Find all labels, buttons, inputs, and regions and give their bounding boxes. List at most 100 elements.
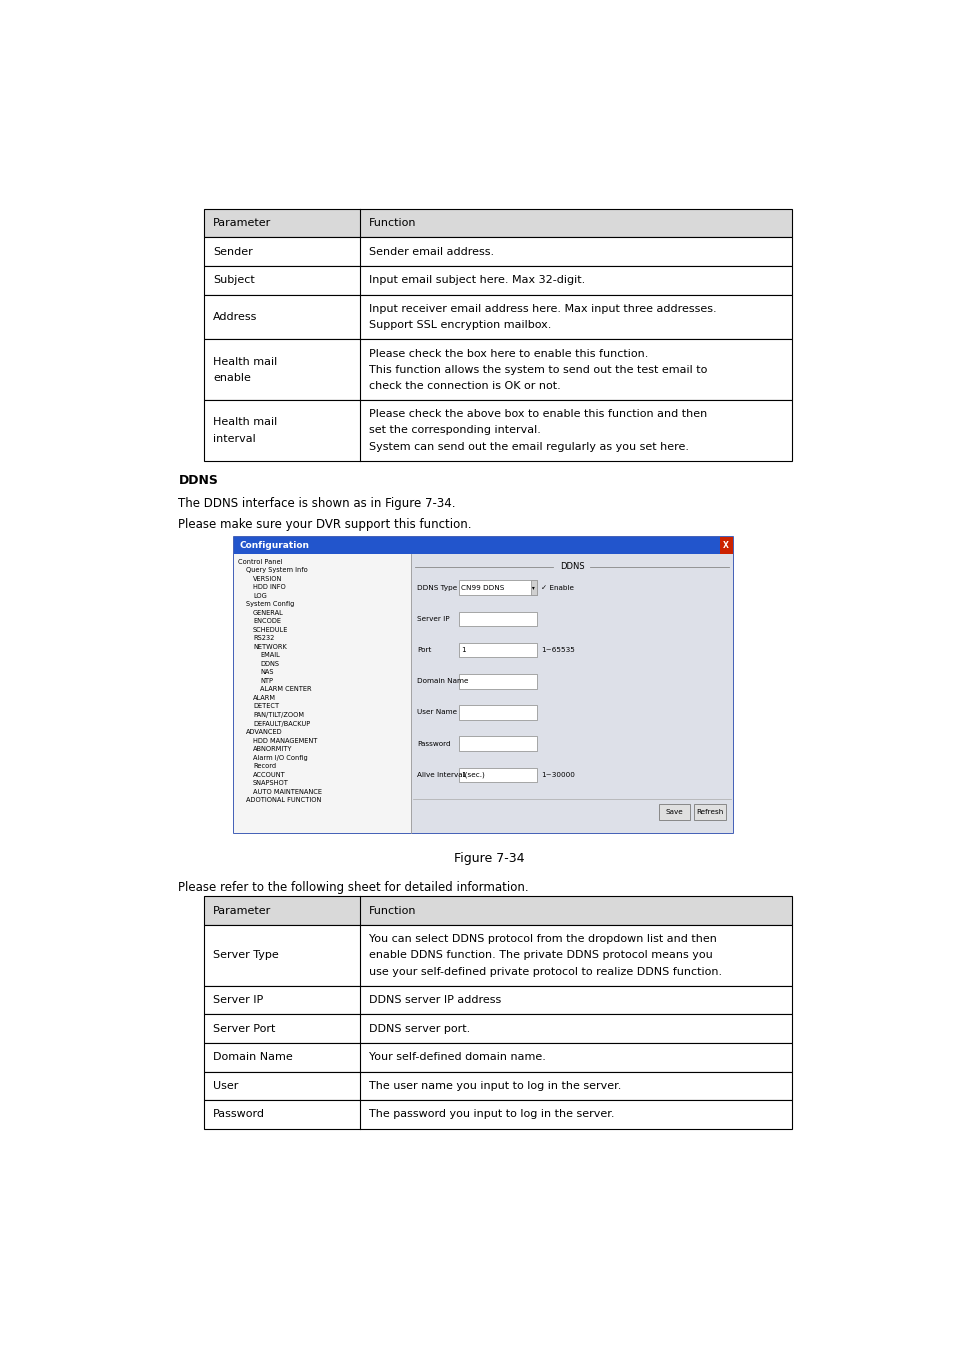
Bar — [204, 339, 791, 400]
Text: enable: enable — [213, 373, 251, 382]
Text: SNAPSHOT: SNAPSHOT — [253, 780, 289, 786]
Text: Password: Password — [416, 741, 450, 747]
Text: ABNORMITY: ABNORMITY — [253, 747, 293, 752]
Text: Password: Password — [213, 1110, 265, 1119]
Text: Domain Name: Domain Name — [416, 678, 468, 684]
Text: DDNS: DDNS — [260, 662, 279, 667]
Bar — [204, 986, 791, 1014]
Text: HDD MANAGEMENT: HDD MANAGEMENT — [253, 737, 317, 744]
Text: Alive Interval(sec.): Alive Interval(sec.) — [416, 772, 484, 778]
Text: Port: Port — [416, 647, 431, 653]
Bar — [204, 238, 791, 266]
Text: Domain Name: Domain Name — [213, 1052, 293, 1062]
Text: Please refer to the following sheet for detailed information.: Please refer to the following sheet for … — [178, 880, 529, 894]
Bar — [458, 612, 537, 626]
Text: Address: Address — [213, 312, 257, 321]
Text: You can select DDNS protocol from the dropdown list and then: You can select DDNS protocol from the dr… — [369, 934, 716, 944]
Bar — [458, 736, 537, 751]
Text: Server IP: Server IP — [416, 616, 449, 622]
Bar — [204, 896, 791, 925]
Text: interval: interval — [213, 433, 255, 444]
Text: Save: Save — [665, 809, 682, 815]
Bar — [233, 537, 732, 833]
Bar — [458, 705, 537, 720]
Text: DDNS: DDNS — [559, 563, 583, 571]
Text: Please make sure your DVR support this function.: Please make sure your DVR support this f… — [178, 518, 472, 531]
Text: Sender: Sender — [213, 247, 253, 256]
Text: check the connection is OK or not.: check the connection is OK or not. — [369, 381, 560, 390]
Text: The user name you input to log in the server.: The user name you input to log in the se… — [369, 1081, 620, 1091]
Text: Alarm I/O Config: Alarm I/O Config — [253, 755, 308, 760]
Text: 1: 1 — [461, 647, 465, 653]
Text: User Name: User Name — [416, 709, 456, 716]
Text: DDNS: DDNS — [178, 474, 218, 487]
Bar — [204, 266, 791, 294]
Bar — [204, 1044, 791, 1072]
Text: The DDNS interface is shown as in Figure 7-34.: The DDNS interface is shown as in Figure… — [178, 497, 456, 510]
Text: ADOTIONAL FUNCTION: ADOTIONAL FUNCTION — [246, 798, 321, 803]
Text: RS232: RS232 — [253, 636, 274, 641]
Text: 1~65535: 1~65535 — [540, 647, 575, 653]
Bar — [719, 537, 732, 555]
Text: Please check the above box to enable this function and then: Please check the above box to enable thi… — [369, 409, 706, 420]
Bar — [233, 537, 732, 555]
Bar — [204, 1072, 791, 1100]
Text: Support SSL encryption mailbox.: Support SSL encryption mailbox. — [369, 320, 551, 329]
Bar — [659, 805, 689, 819]
Text: Record: Record — [253, 763, 276, 769]
Bar — [204, 925, 791, 986]
Text: Control Panel: Control Panel — [238, 559, 282, 564]
Text: SCHEDULE: SCHEDULE — [253, 626, 288, 633]
Text: set the corresponding interval.: set the corresponding interval. — [369, 425, 540, 436]
Text: AUTO MAINTENANCE: AUTO MAINTENANCE — [253, 788, 322, 795]
Text: 1: 1 — [461, 772, 465, 778]
Text: Configuration: Configuration — [239, 541, 310, 549]
Bar — [458, 768, 537, 782]
Text: ADVANCED: ADVANCED — [246, 729, 282, 734]
Text: VERSION: VERSION — [253, 575, 282, 582]
Text: ACCOUNT: ACCOUNT — [253, 772, 286, 778]
Text: use your self-defined private protocol to realize DDNS function.: use your self-defined private protocol t… — [369, 967, 721, 976]
Bar — [204, 209, 791, 238]
Bar — [458, 643, 537, 657]
Text: Server Type: Server Type — [213, 950, 278, 960]
Bar — [233, 555, 411, 833]
Text: 1~30000: 1~30000 — [540, 772, 575, 778]
Bar — [694, 805, 725, 819]
Text: EMAIL: EMAIL — [260, 652, 280, 659]
Text: Health mail: Health mail — [213, 356, 277, 367]
Text: NETWORK: NETWORK — [253, 644, 287, 649]
Text: DDNS server IP address: DDNS server IP address — [369, 995, 500, 1006]
Text: Health mail: Health mail — [213, 417, 277, 428]
Text: Input email subject here. Max 32-digit.: Input email subject here. Max 32-digit. — [369, 275, 584, 285]
Text: CN99 DDNS: CN99 DDNS — [461, 585, 504, 591]
Text: Please check the box here to enable this function.: Please check the box here to enable this… — [369, 348, 648, 359]
Text: Function: Function — [369, 219, 416, 228]
Bar — [458, 674, 537, 688]
Text: System can send out the email regularly as you set here.: System can send out the email regularly … — [369, 441, 688, 451]
Text: The password you input to log in the server.: The password you input to log in the ser… — [369, 1110, 614, 1119]
Bar — [530, 580, 537, 595]
Text: enable DDNS function. The private DDNS protocol means you: enable DDNS function. The private DDNS p… — [369, 950, 712, 960]
Text: Parameter: Parameter — [213, 219, 271, 228]
Text: Input receiver email address here. Max input three addresses.: Input receiver email address here. Max i… — [369, 304, 716, 313]
Text: Subject: Subject — [213, 275, 254, 285]
Bar — [204, 1100, 791, 1129]
Text: DDNS server port.: DDNS server port. — [369, 1023, 470, 1034]
Text: ALARM: ALARM — [253, 695, 275, 701]
Text: NTP: NTP — [260, 678, 274, 684]
Text: ENCODE: ENCODE — [253, 618, 281, 624]
Text: LOG: LOG — [253, 593, 267, 598]
Text: Query System Info: Query System Info — [246, 567, 307, 574]
Text: Figure 7-34: Figure 7-34 — [454, 852, 523, 865]
Bar — [411, 555, 732, 833]
Text: Server IP: Server IP — [213, 995, 263, 1006]
Text: DEFAULT/BACKUP: DEFAULT/BACKUP — [253, 721, 310, 726]
Bar — [204, 1014, 791, 1044]
Text: PAN/TILT/ZOOM: PAN/TILT/ZOOM — [253, 711, 304, 718]
Bar — [204, 294, 791, 339]
Text: ✓ Enable: ✓ Enable — [540, 585, 574, 591]
Bar — [458, 580, 537, 595]
Text: Server Port: Server Port — [213, 1023, 275, 1034]
Text: DETECT: DETECT — [253, 703, 279, 710]
